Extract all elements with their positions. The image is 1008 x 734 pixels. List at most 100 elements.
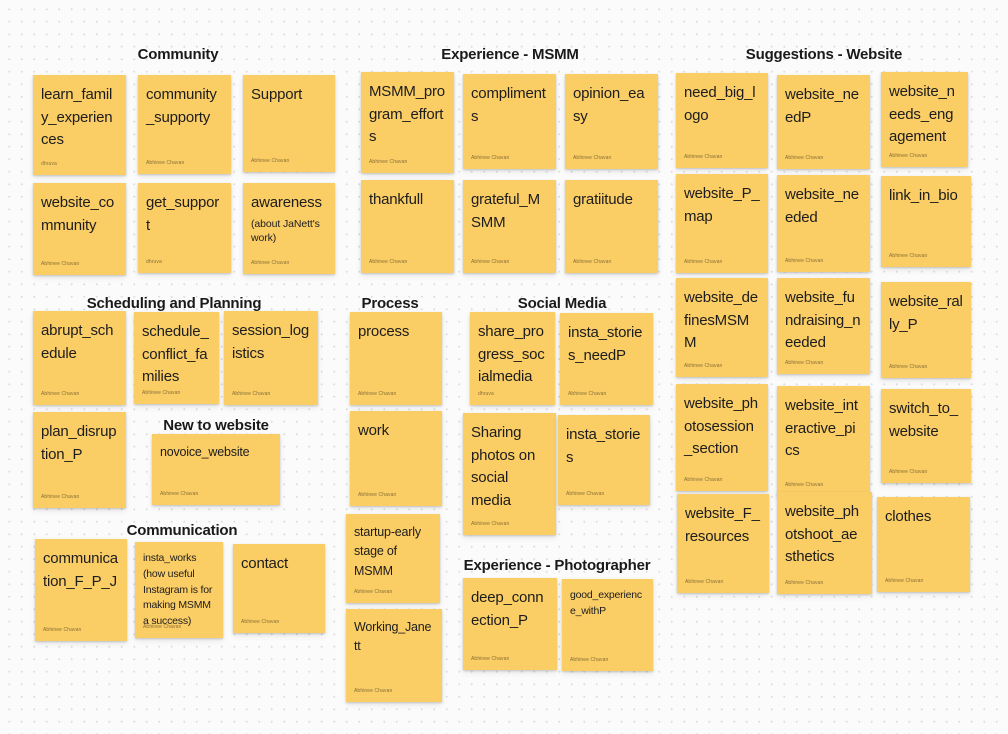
sticky-note[interactable]: work Abhinee Chavan: [350, 411, 442, 506]
note-author: Abhinee Chavan: [369, 259, 408, 265]
sticky-note[interactable]: insta_stories_needP Abhinee Chavan: [560, 313, 653, 405]
sticky-note[interactable]: opinion_easy Abhinee Chavan: [565, 74, 658, 169]
note-text: Sharing photos on social media: [471, 424, 536, 509]
sticky-note[interactable]: compliments Abhinee Chavan: [463, 74, 556, 169]
sticky-note[interactable]: website_F_resources Abhinee Chavan: [677, 494, 769, 593]
note-text: insta_stories_needP: [568, 324, 643, 364]
sticky-note[interactable]: deep_connection_P Abhinee Chavan: [463, 578, 557, 670]
note-text: website_photosession_section: [684, 395, 758, 457]
note-text: process: [358, 323, 410, 340]
sticky-note[interactable]: learn_family_experiences dhruva: [33, 75, 126, 175]
note-text: good_experience_withP: [570, 589, 642, 617]
sticky-note[interactable]: abrupt_schedule Abhinee Chavan: [33, 311, 126, 405]
sticky-note[interactable]: need_big_logo Abhinee Chavan: [676, 73, 768, 168]
sticky-note[interactable]: website_photosession_section Abhinee Chav…: [676, 384, 768, 491]
sticky-note[interactable]: website_needed Abhinee Chavan: [777, 175, 870, 272]
sticky-note[interactable]: community_supporty Abhinee Chavan: [138, 75, 231, 174]
sticky-note[interactable]: Sharing photos on social media Abhinee Ch…: [463, 413, 556, 535]
note-author: Abhinee Chavan: [471, 155, 510, 161]
sticky-note[interactable]: switch_to_website Abhinee Chavan: [881, 389, 971, 483]
sticky-note[interactable]: website_P_map Abhinee Chavan: [676, 174, 768, 273]
sticky-note[interactable]: insta_works (how useful Instagram is for…: [135, 542, 223, 638]
note-text: website_interactive_pics: [785, 397, 858, 459]
note-author: dhruva: [478, 391, 494, 397]
sticky-note[interactable]: link_in_bio Abhinee Chavan: [881, 176, 971, 267]
section-heading: Scheduling and Planning: [86, 295, 262, 312]
sticky-note[interactable]: insta_stories Abhinee Chavan: [558, 415, 650, 505]
sticky-note[interactable]: process Abhinee Chavan: [350, 312, 442, 405]
note-text: website_needs_engagement: [889, 83, 955, 145]
note-text: gratiitude: [573, 191, 633, 208]
note-author: Abhinee Chavan: [232, 391, 271, 397]
note-text: switch_to_website: [889, 400, 958, 440]
section-heading: Process: [361, 295, 419, 312]
sticky-note[interactable]: grateful_MSMM Abhinee Chavan: [463, 180, 556, 273]
note-author: Abhinee Chavan: [471, 259, 510, 265]
note-text: Working_Janett: [354, 620, 432, 654]
sticky-note[interactable]: website_needP Abhinee Chavan: [777, 75, 870, 169]
sticky-note[interactable]: website_needs_engagement Abhinee Chavan: [881, 72, 968, 167]
note-text: compliments: [471, 85, 546, 125]
note-author: Abhinee Chavan: [684, 363, 723, 369]
sticky-note[interactable]: contact Abhinee Chavan: [233, 544, 325, 633]
sticky-note[interactable]: website_community Abhinee Chavan: [33, 183, 126, 275]
note-author: Abhinee Chavan: [142, 390, 181, 396]
note-author: Abhinee Chavan: [41, 391, 80, 397]
note-text: plan_disruption_P: [41, 423, 117, 463]
sticky-note[interactable]: website_definesMSMM Abhinee Chavan: [676, 278, 768, 377]
sticky-note[interactable]: gratiitude Abhinee Chavan: [565, 180, 658, 273]
sticky-note[interactable]: share_progress_socialmedia dhruva: [470, 312, 555, 405]
sticky-note[interactable]: website_photshoot_aesthetics Abhinee Chav…: [777, 492, 872, 594]
sticky-note[interactable]: clothes Abhinee Chavan: [877, 497, 970, 592]
sticky-note[interactable]: startup-early stage of MSMM Abhinee Chava…: [346, 514, 440, 603]
section-heading: Suggestions - Website: [745, 46, 903, 63]
section-heading: Social Media: [517, 295, 607, 312]
section-heading: Communication: [126, 522, 238, 539]
sticky-note[interactable]: schedule_conflict_families Abhinee Chavan: [134, 312, 219, 404]
note-text: learn_family_experiences: [41, 86, 113, 148]
note-author: Abhinee Chavan: [889, 153, 928, 159]
sticky-note[interactable]: MSMM_program_efforts Abhinee Chavan: [361, 72, 454, 173]
note-author: Abhinee Chavan: [566, 491, 605, 497]
note-text: clothes: [885, 508, 932, 525]
note-author: Abhinee Chavan: [570, 657, 609, 663]
note-text: website_definesMSMM: [684, 289, 758, 351]
note-author: Abhinee Chavan: [354, 589, 393, 595]
sticky-note[interactable]: website_interactive_pics Abhinee Chavan: [777, 386, 870, 496]
note-text: website_rally_P: [889, 293, 963, 333]
sticky-note[interactable]: Working_Janett Abhinee Chavan: [346, 609, 442, 702]
sticky-note[interactable]: plan_disruption_P Abhinee Chavan: [33, 412, 126, 508]
note-author: Abhinee Chavan: [684, 477, 723, 483]
note-author: Abhinee Chavan: [41, 261, 80, 267]
note-text: insta_stories: [566, 426, 641, 466]
note-author: Abhinee Chavan: [358, 391, 397, 397]
section-heading: Experience - Photographer: [463, 557, 651, 574]
note-author: Abhinee Chavan: [369, 159, 408, 165]
note-text: work: [358, 422, 389, 439]
sticky-note[interactable]: thankfull Abhinee Chavan: [361, 180, 454, 273]
sticky-note[interactable]: novoice_website Abhinee Chavan: [152, 434, 280, 505]
sticky-note[interactable]: get_support dhruva: [138, 183, 231, 273]
note-text: get_support: [146, 194, 220, 234]
note-author: Abhinee Chavan: [471, 656, 510, 662]
note-text: website_needed: [785, 186, 859, 226]
note-author: Abhinee Chavan: [785, 482, 824, 488]
sticky-note[interactable]: good_experience_withP Abhinee Chavan: [562, 579, 653, 671]
sticky-note[interactable]: communication_F_P_J Abhinee Chavan: [35, 539, 127, 641]
note-text: abrupt_schedule: [41, 322, 114, 362]
note-author: Abhinee Chavan: [251, 260, 290, 266]
section-heading: Experience - MSMM: [441, 46, 579, 63]
note-text: awareness: [251, 194, 322, 211]
note-text: contact: [241, 555, 288, 572]
sticky-note[interactable]: Support Abhinee Chavan: [243, 75, 335, 172]
note-author: Abhinee Chavan: [143, 624, 182, 630]
note-author: Abhinee Chavan: [573, 259, 612, 265]
sticky-note[interactable]: awareness (about JaNett's work) Abhinee Ch…: [243, 183, 335, 274]
sticky-note[interactable]: website_rally_P Abhinee Chavan: [881, 282, 971, 378]
note-author: Abhinee Chavan: [43, 627, 82, 633]
note-author: Abhinee Chavan: [471, 521, 510, 527]
sticky-note[interactable]: website_fundraising_needed Abhinee Chavan: [777, 278, 870, 374]
note-text: novoice_website: [160, 445, 250, 459]
sticky-note[interactable]: session_logistics Abhinee Chavan: [224, 311, 318, 405]
